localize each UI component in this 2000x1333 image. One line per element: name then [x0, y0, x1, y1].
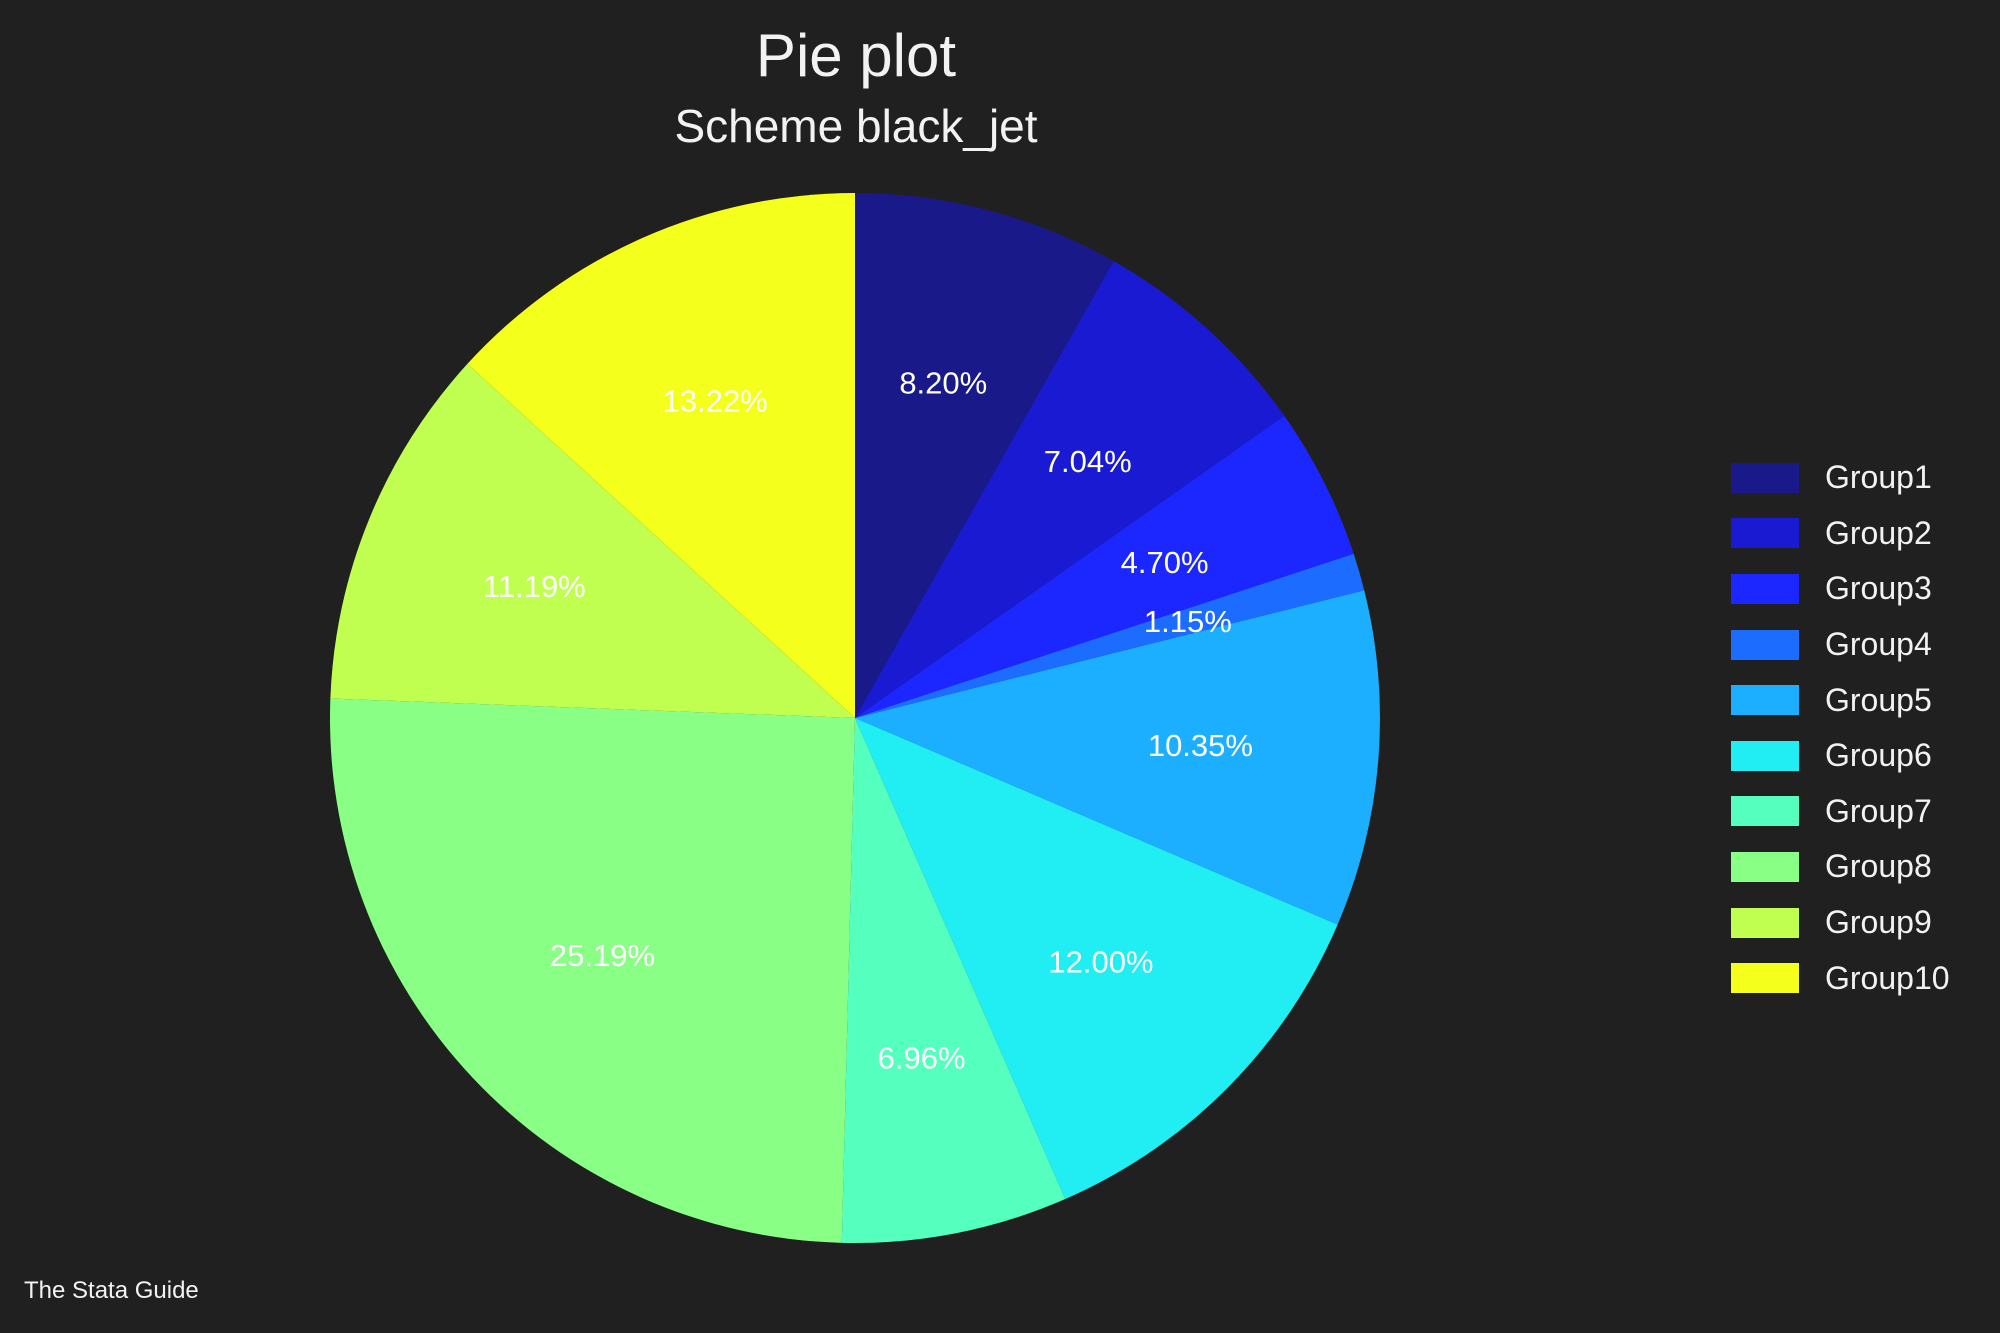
legend-item-group6: Group6: [1731, 728, 1981, 784]
legend-label: Group5: [1825, 682, 1932, 719]
legend-label: Group8: [1825, 848, 1932, 885]
legend-swatch: [1731, 852, 1799, 882]
legend-label: Group3: [1825, 570, 1932, 607]
chart-note: The Stata Guide: [24, 1277, 199, 1305]
legend-swatch: [1731, 518, 1799, 548]
legend-item-group8: Group8: [1731, 839, 1981, 895]
legend-swatch: [1731, 796, 1799, 826]
legend-item-group3: Group3: [1731, 561, 1981, 617]
legend-swatch: [1731, 908, 1799, 938]
legend-label: Group7: [1825, 793, 1932, 830]
legend-item-group5: Group5: [1731, 672, 1981, 728]
legend-item-group4: Group4: [1731, 617, 1981, 673]
legend-swatch: [1731, 574, 1799, 604]
legend-swatch: [1731, 963, 1799, 993]
slice-label-group7: 6.96%: [878, 1041, 966, 1076]
legend-swatch: [1731, 463, 1799, 493]
slice-label-group9: 11.19%: [483, 569, 586, 604]
legend-swatch: [1731, 741, 1799, 771]
legend-label: Group10: [1825, 960, 1950, 997]
legend-item-group1: Group1: [1731, 450, 1981, 506]
slice-label-group1: 8.20%: [899, 365, 987, 400]
legend-item-group7: Group7: [1731, 784, 1981, 840]
legend-item-group10: Group10: [1731, 950, 1981, 1006]
slice-label-group6: 12.00%: [1048, 945, 1153, 980]
legend-label: Group1: [1825, 459, 1932, 496]
legend-label: Group6: [1825, 737, 1932, 774]
legend-label: Group4: [1825, 626, 1932, 663]
slice-label-group2: 7.04%: [1044, 444, 1132, 479]
slice-label-group3: 4.70%: [1121, 545, 1209, 580]
legend-item-group2: Group2: [1731, 506, 1981, 562]
legend-label: Group2: [1825, 515, 1932, 552]
legend-swatch: [1731, 630, 1799, 660]
slice-label-group4: 1.15%: [1144, 604, 1232, 639]
legend-item-group9: Group9: [1731, 895, 1981, 951]
slice-label-group5: 10.35%: [1148, 728, 1253, 763]
slice-label-group8: 25.19%: [550, 938, 655, 973]
slice-label-group10: 13.22%: [663, 383, 768, 418]
legend-label: Group9: [1825, 904, 1932, 941]
legend-swatch: [1731, 685, 1799, 715]
chart-legend: Group1 Group2 Group3 Group4 Group5 Group6 Grou…: [1731, 450, 1981, 1006]
pie-slices: [330, 193, 1380, 1243]
